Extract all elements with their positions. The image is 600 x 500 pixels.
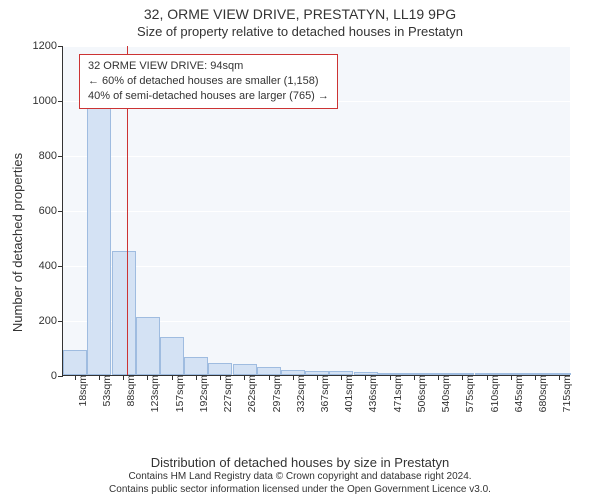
ytick-label: 800 [39,150,63,162]
ytick-label: 600 [39,205,63,217]
plot-region: 02004006008001000120018sqm53sqm88sqm123s… [62,46,570,376]
ytick-label: 0 [51,370,63,382]
xtick-label: 401sqm [341,375,355,412]
gridline [63,211,570,212]
annotation-line: ← 60% of detached houses are smaller (1,… [88,74,329,89]
xtick-label: 610sqm [487,375,501,412]
footer-line-1: Contains HM Land Registry data © Crown c… [0,470,600,483]
annotation-box: 32 ORME VIEW DRIVE: 94sqm← 60% of detach… [79,54,338,109]
annotation-line: 40% of semi-detached houses are larger (… [88,89,329,104]
xtick-label: 88sqm [123,375,137,407]
gridline [63,46,570,47]
xtick-label: 715sqm [559,375,573,412]
histogram-bar [160,337,184,376]
xtick-label: 53sqm [99,375,113,407]
histogram-bar [257,367,281,375]
histogram-bar [136,317,160,375]
gridline [63,156,570,157]
footer-line-2: Contains public sector information licen… [0,483,600,496]
xtick-label: 436sqm [365,375,379,412]
xtick-label: 645sqm [511,375,525,412]
xtick-label: 227sqm [220,375,234,412]
xtick-label: 367sqm [317,375,331,412]
ytick-label: 200 [39,315,63,327]
xtick-label: 332sqm [293,375,307,412]
xtick-label: 18sqm [75,375,89,407]
xtick-label: 262sqm [244,375,258,412]
xtick-label: 540sqm [438,375,452,412]
y-axis-label: Number of detached properties [10,63,25,242]
histogram-bar [87,108,111,375]
footer-attribution: Contains HM Land Registry data © Crown c… [0,470,600,496]
annotation-line: 32 ORME VIEW DRIVE: 94sqm [88,59,329,74]
xtick-label: 297sqm [269,375,283,412]
histogram-bar [112,251,136,375]
page-title: 32, ORME VIEW DRIVE, PRESTATYN, LL19 9PG [0,0,600,22]
ytick-label: 1000 [33,95,63,107]
xtick-label: 471sqm [390,375,404,412]
ytick-label: 400 [39,260,63,272]
chart-area: 02004006008001000120018sqm53sqm88sqm123s… [62,46,570,406]
xtick-label: 157sqm [172,375,186,412]
histogram-bar [63,350,87,375]
xtick-label: 123sqm [147,375,161,412]
histogram-bar [208,363,232,375]
xtick-label: 192sqm [196,375,210,412]
histogram-bar [184,357,208,375]
ytick-label: 1200 [33,40,63,52]
xtick-label: 575sqm [462,375,476,412]
gridline [63,266,570,267]
xtick-label: 506sqm [414,375,428,412]
histogram-bar [233,364,257,375]
xtick-label: 680sqm [535,375,549,412]
chart-container: 32, ORME VIEW DRIVE, PRESTATYN, LL19 9PG… [0,0,600,500]
chart-subtitle: Size of property relative to detached ho… [0,22,600,39]
x-axis-label: Distribution of detached houses by size … [0,455,600,470]
